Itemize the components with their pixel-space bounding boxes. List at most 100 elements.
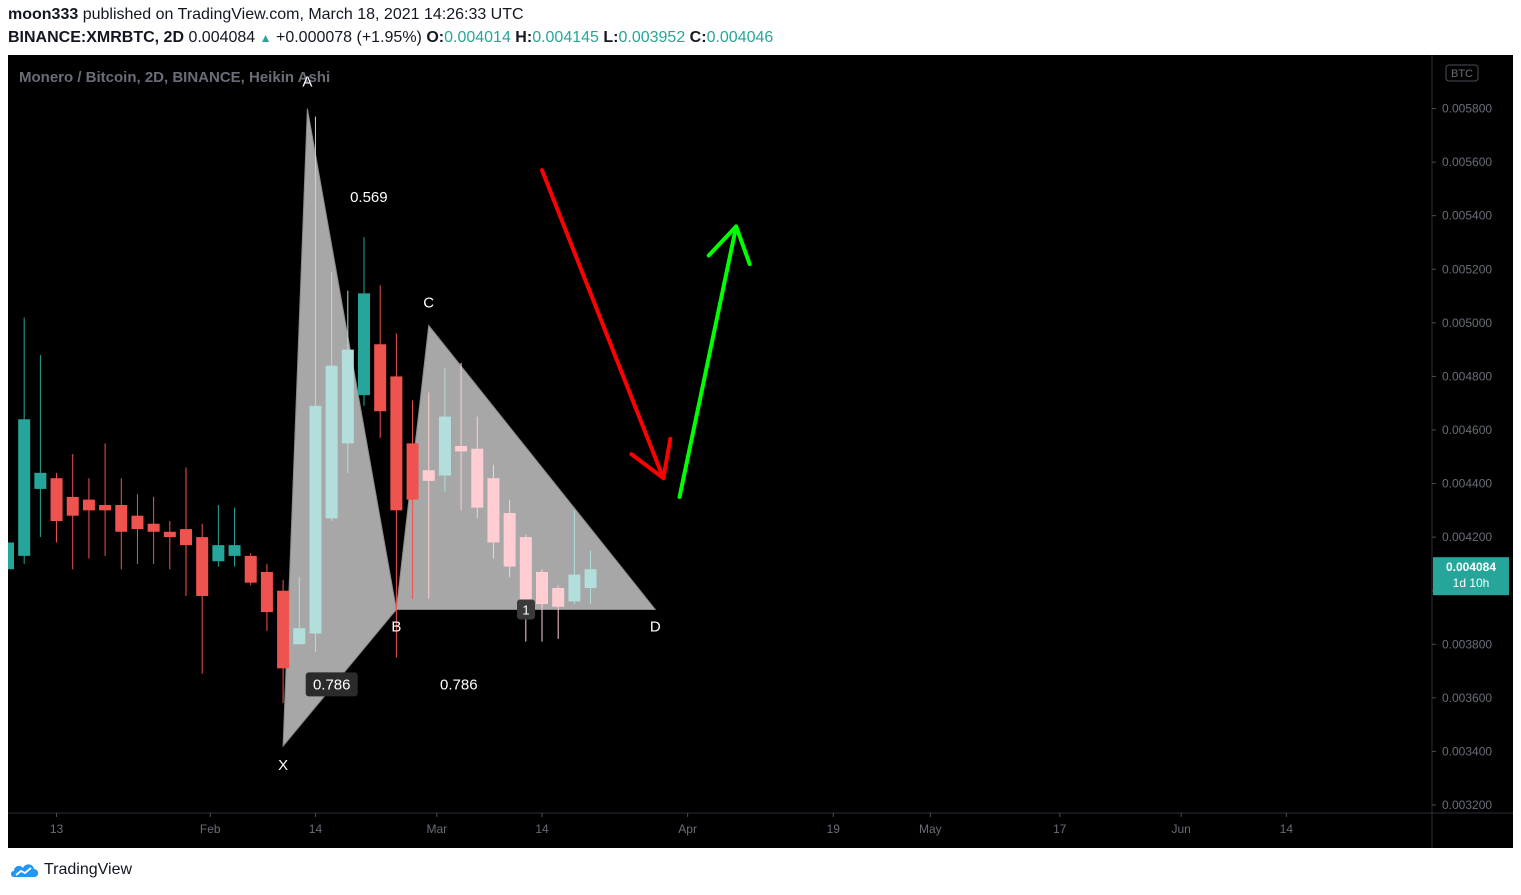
high-value: 0.004145 [532,29,599,46]
candle-body [552,588,565,607]
footer-brand: TradingView [44,861,133,878]
green-arrow-shaft [677,224,739,499]
candle-body [50,478,63,522]
candle-body [66,496,79,516]
red-arrow-shaft [540,168,666,481]
time-tick-label: Mar [426,822,447,836]
publish-info: published on TradingView.com, March 18, … [82,6,524,23]
candle-body [487,478,500,543]
price-tick-label: 0.004600 [1442,423,1492,437]
time-tick-label: 13 [50,822,64,836]
candle-body [341,349,354,444]
tradingview-footer[interactable]: TradingView [10,861,132,879]
time-axis[interactable]: 13 Feb 14 Mar 14 Apr 19 May 17 Jun 14 [50,813,1293,836]
currency-badge [1445,64,1479,82]
publish-header: moon333 published on TradingView.com, Ma… [8,6,524,24]
time-tick-label: 17 [1053,822,1067,836]
candle-body [260,571,273,613]
up-triangle-icon: ▲ [259,31,272,45]
candle-body [131,515,144,530]
candle-body [99,504,112,511]
candle-body [584,569,597,589]
last-price-label: 0.004084 [1446,560,1496,574]
candle-body [244,555,257,583]
point-label-d: D [650,618,661,635]
point-label-c: C [423,295,434,312]
candle-body [422,470,435,481]
time-tick-label: Feb [200,822,221,836]
time-tick-label: 19 [827,822,841,836]
open-label: O: [426,29,445,46]
last-price: 0.004084 [188,29,256,46]
candle-body [536,571,548,605]
high-label: H: [515,29,533,46]
close-value: 0.004046 [706,29,774,46]
time-tick-label: 14 [1280,822,1294,836]
marker-label: 1 [522,602,529,617]
price-tick-label: 0.005800 [1442,102,1492,116]
candle-body [196,537,209,597]
price-tick-label: 0.003600 [1442,691,1492,705]
candle-body [374,344,387,412]
price-tick-label: 0.005000 [1442,316,1492,330]
last-price-badge [1433,557,1509,596]
symbol-header: BINANCE:XMRBTC, 2D 0.004084 ▲ +0.000078 … [8,29,773,47]
price-tick-label: 0.004400 [1442,477,1492,491]
candle-body [358,293,370,396]
ratio-badge [305,672,358,697]
price-tick-label: 0.003400 [1442,744,1492,758]
green-arrow-head [706,224,752,267]
price-tick-label: 0.003800 [1442,637,1492,651]
chart-background [8,55,1513,848]
time-tick-label: 14 [309,822,323,836]
point-label-x: X [278,757,288,774]
time-tick-label: Apr [678,822,697,836]
price-tick-label: 0.004800 [1442,369,1492,383]
candle-body [115,504,128,532]
price-tick-label: 0.003200 [1442,798,1492,812]
price-change: +0.000078 (+1.95%) [275,29,422,46]
candle-body [309,405,322,634]
currency-badge-label: BTC [1451,68,1473,80]
close-label: C: [689,29,707,46]
countdown-label: 1d 10h [1453,576,1490,590]
candle-body [277,590,290,669]
candle-body [147,523,160,532]
arrows [540,168,752,499]
axis-badges: BTC 0.004084 1d 10h [1433,64,1509,596]
time-tick-label: May [919,822,942,836]
candle-body [8,542,14,570]
candle-body [18,419,31,556]
price-tick-label: 0.004200 [1442,530,1492,544]
point-label-b: B [391,618,401,635]
candle-body [438,416,451,476]
price-chart[interactable]: Monero / Bitcoin, 2D, BINANCE, Heikin As… [8,55,1513,848]
price-tick-label: 0.005400 [1442,209,1492,223]
candle-body [293,628,306,645]
marker-badge [517,599,535,620]
red-arrow-head [629,436,673,481]
candle-body [503,513,516,567]
low-value: 0.003952 [618,29,686,46]
pattern-labels: X A B C D 0.569 0.786 0.786 1 [278,74,661,774]
symbol-label: BINANCE:XMRBTC, 2D [8,29,184,46]
candle-body [390,376,403,511]
ratio-label: 0.569 [350,189,388,206]
candle-body [325,365,338,519]
ratio-label: 0.786 [440,676,478,693]
price-tick-label: 0.005200 [1442,262,1492,276]
time-tick-label: 14 [535,822,549,836]
candle-body [519,537,532,605]
candle-body [228,545,241,556]
candle-body [82,499,95,511]
candle-body [471,448,484,508]
time-tick-label: Jun [1172,822,1191,836]
open-value: 0.004014 [444,29,511,46]
candle-body [406,443,419,500]
candle-body [34,472,47,489]
chart-title: Monero / Bitcoin, 2D, BINANCE, Heikin As… [19,69,330,86]
tradingview-logo-icon [11,864,39,877]
author-name[interactable]: moon333 [8,6,79,23]
candle-body [163,531,176,538]
candle-body [568,574,581,602]
